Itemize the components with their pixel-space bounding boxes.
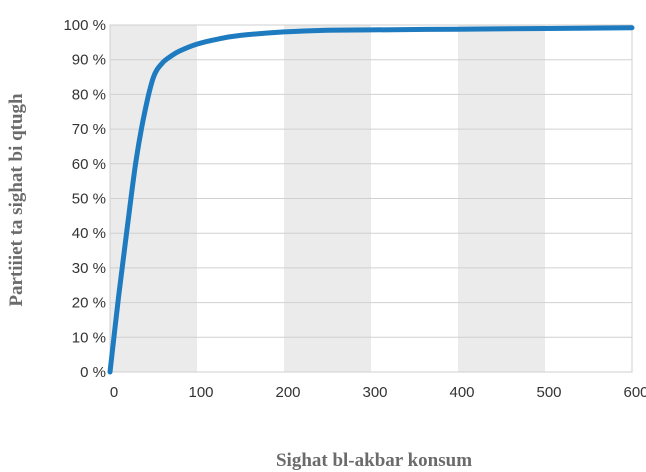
- x-tick-label: 100: [188, 384, 213, 401]
- y-tick-labels: 0 % 10 % 20 % 30 % 40 % 50 % 60 % 70 % 80 % 90 % 1…: [63, 17, 106, 381]
- y-tick-label: 0 %: [80, 364, 106, 381]
- x-tick-labels: 0 100 200 300 400 500 600: [110, 384, 646, 401]
- x-axis-title: Sighat bl-akbar konsum: [276, 450, 472, 471]
- gridlines: [110, 24, 632, 373]
- series-lines: [107, 25, 635, 375]
- y-tick-label: 60 %: [72, 156, 106, 173]
- y-tick-label: 20 %: [72, 295, 106, 312]
- y-tick-label: 30 %: [72, 260, 106, 277]
- y-axis-title: Partiiiet ta sighat bi qtugh: [6, 93, 27, 307]
- x-tick-label: 500: [536, 384, 561, 401]
- y-tick-label: 100 %: [63, 17, 106, 34]
- series-line-0: [107, 25, 635, 375]
- y-tick-label: 80 %: [72, 86, 106, 103]
- x-tick-label: 300: [362, 384, 387, 401]
- y-tick-label: 10 %: [72, 329, 106, 346]
- y-tick-label: 70 %: [72, 121, 106, 138]
- x-tick-label: 200: [275, 384, 300, 401]
- y-tick-label: 40 %: [72, 225, 106, 242]
- y-tick-label: 90 %: [72, 52, 106, 69]
- x-tick-label: 400: [449, 384, 474, 401]
- plot-border: [109, 24, 633, 373]
- x-tick-label: 600: [623, 384, 646, 401]
- x-tick-label: 0: [110, 384, 118, 401]
- y-tick-label: 50 %: [72, 191, 106, 208]
